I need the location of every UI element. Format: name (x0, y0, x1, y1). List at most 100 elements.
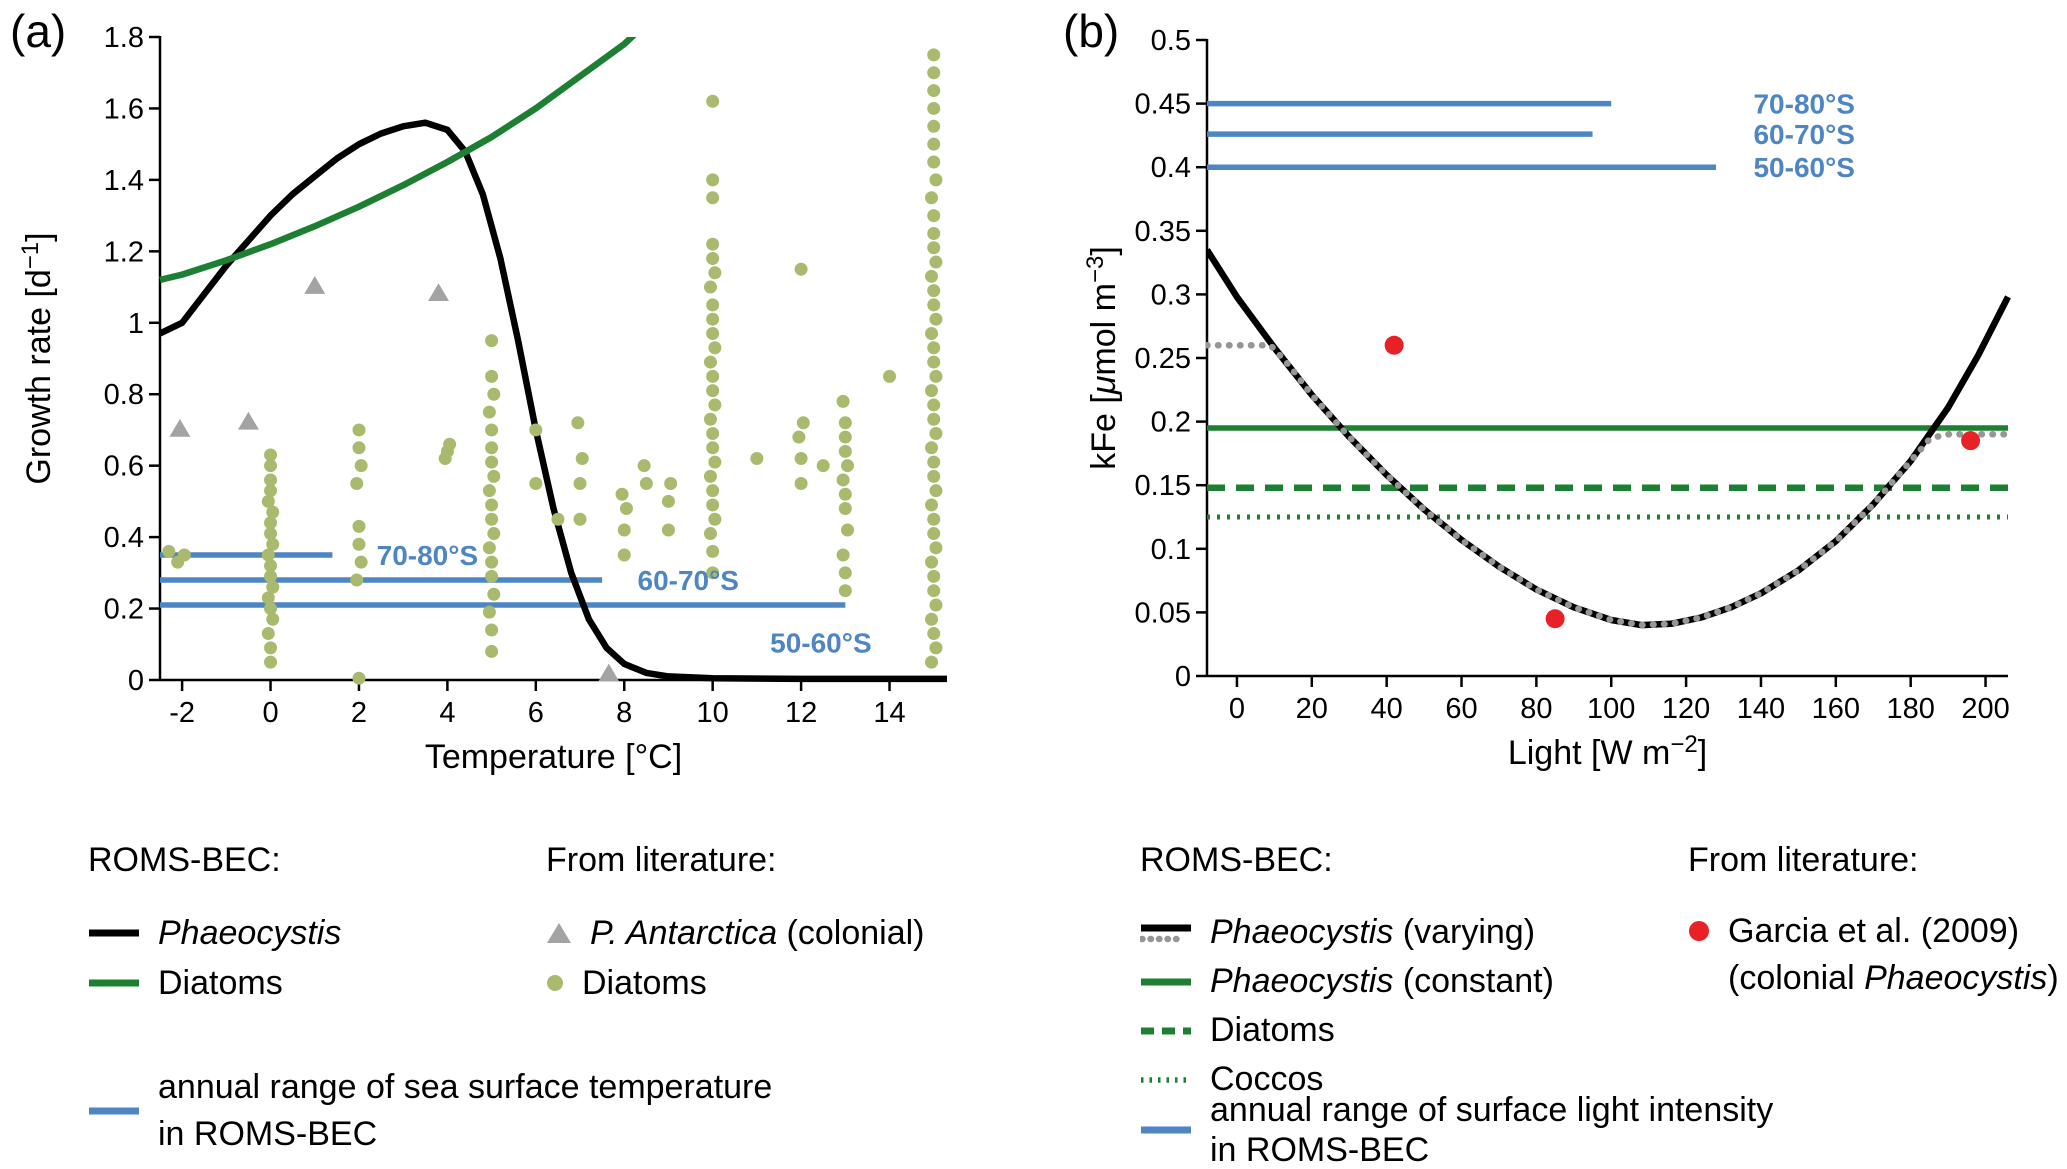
chart-b-kfe-vs-light: 0 20 40 60 80 100 120 140 160 180 200 0 0.05 0.1 0.15 0… (1082, 25, 2012, 772)
p-antarctica-rest: (colonial) (777, 913, 925, 952)
light-range-text: annual range of surface light intensity … (1210, 1090, 1773, 1169)
circle-marker (266, 505, 280, 519)
circle-marker (927, 398, 941, 412)
circle-marker (264, 602, 278, 616)
circle-marker (927, 66, 941, 80)
y-tick-label: 0.15 (1135, 470, 1191, 502)
circle-marker (838, 584, 852, 598)
triangle-marker (169, 418, 191, 437)
x-tick-label: 140 (1737, 693, 1785, 725)
circle-marker (708, 266, 722, 280)
circle-marker (927, 48, 941, 62)
circle-marker (927, 226, 941, 240)
x-tick-label: 100 (1587, 693, 1635, 725)
light-range-line-swatch (1141, 1126, 1191, 1134)
circle-marker (929, 541, 943, 555)
circle-marker (1384, 335, 1404, 355)
phaeocystis-line-swatch (89, 929, 139, 937)
y-tick-label: 1.2 (104, 236, 144, 268)
legend-item-coccos-kfe: Coccos (1140, 1055, 1554, 1104)
constant-italic: Phaeocystis (1210, 962, 1394, 1000)
circle-marker (264, 527, 278, 541)
circle-marker (162, 544, 176, 558)
circle-marker (264, 448, 278, 462)
series-p-antarctica-colonial (169, 276, 620, 682)
circle-marker (352, 423, 366, 437)
x-tick-label: 8 (616, 697, 632, 729)
garcia-line2: (colonial Phaeocystis) (1728, 955, 2059, 1002)
y-tick-label: 0.3 (1151, 279, 1191, 311)
circle-marker (261, 591, 275, 605)
triangle-marker-swatch (547, 923, 571, 943)
circle-marker (485, 512, 499, 526)
circle-marker (619, 502, 633, 516)
y-tick-label: 0.4 (1151, 152, 1191, 184)
circle-marker (639, 477, 653, 491)
circle-marker (485, 644, 499, 658)
circle-marker (706, 427, 720, 441)
plot-area (159, 37, 947, 685)
circle-marker (575, 452, 589, 466)
garcia-line2-prefix: (colonial (1728, 959, 1865, 997)
y-tick-label: 0.8 (104, 379, 144, 411)
circle-marker (927, 512, 941, 526)
varying-italic: Phaeocystis (1210, 913, 1394, 951)
circle-marker (927, 584, 941, 598)
circle-marker (482, 605, 496, 619)
circle-marker (266, 580, 280, 594)
circle-marker (703, 355, 717, 369)
circle-marker (661, 523, 675, 537)
legend-label-phaeocystis: Phaeocystis (158, 913, 342, 952)
circle-marker (485, 569, 499, 583)
legend-item-phaeocystis: Phaeocystis (88, 908, 341, 958)
circle-marker (838, 444, 852, 458)
circle-marker (482, 484, 496, 498)
circle-marker (925, 441, 939, 455)
panel-a-tag: (a) (10, 5, 67, 57)
circle-marker (929, 173, 943, 187)
legend-item-phaeocystis-constant: Phaeocystis (constant) (1140, 957, 1554, 1006)
circle-marker (264, 516, 278, 530)
y-tick-label: 0.35 (1135, 216, 1191, 248)
circle-marker (573, 512, 587, 526)
circle-marker (838, 502, 852, 516)
circle-marker (927, 455, 941, 469)
y-axis-label: kFe [μmol m−3] (1082, 246, 1123, 470)
x-tick-label: -2 (169, 697, 195, 729)
garcia-line2-suffix: ) (2047, 959, 2059, 997)
circle-marker (573, 477, 587, 491)
circle-marker (706, 312, 720, 326)
circle-marker (841, 459, 855, 473)
circle-marker (661, 494, 675, 508)
circle-marker (617, 523, 631, 537)
legend-a-literature-header: From literature: (546, 841, 777, 879)
circle-marker (485, 441, 499, 455)
range-label-light-range-70-80S: 70-80°S (1753, 89, 1855, 120)
chart-a-growth-rate-vs-temperature: -2 0 2 4 6 8 10 12 14 0 0.2 0.4 0.6 0.8 1 1.2 1.4 1.6 1.8 T… (17, 22, 947, 776)
circle-marker (925, 326, 939, 340)
y-tick-label: 0.5 (1151, 25, 1191, 57)
circle-marker (352, 537, 366, 551)
legend-b-light-range: annual range of surface light intensity … (1140, 1090, 1773, 1169)
circle-marker (350, 573, 364, 587)
circle-marker (664, 477, 678, 491)
circle-marker (482, 405, 496, 419)
circle-marker (925, 612, 939, 626)
circle-marker (706, 384, 720, 398)
legend-b-literature-header: From literature: (1688, 841, 1919, 879)
circle-marker (1545, 609, 1565, 629)
range-label-sst-range-60-70S: 60-70°S (638, 565, 740, 596)
circle-marker (264, 641, 278, 655)
legend-b-roms-column: ROMS-BEC: Phaeocystis (varying) Phaeocys… (1140, 838, 1554, 1104)
circle-marker (261, 548, 275, 562)
legend-a-literature-column: From literature: P. Antarctica (colonial… (546, 838, 925, 1008)
circle-marker (440, 444, 454, 458)
circle-marker (706, 441, 720, 455)
legend-label-phaeocystis-constant: Phaeocystis (constant) (1210, 962, 1554, 1001)
circle-marker (485, 498, 499, 512)
circle-marker (927, 469, 941, 483)
circle-marker (485, 423, 499, 437)
legend-item-diatoms-kfe: Diatoms (1140, 1006, 1554, 1055)
circle-marker (925, 655, 939, 669)
circle-marker (1961, 431, 1981, 451)
